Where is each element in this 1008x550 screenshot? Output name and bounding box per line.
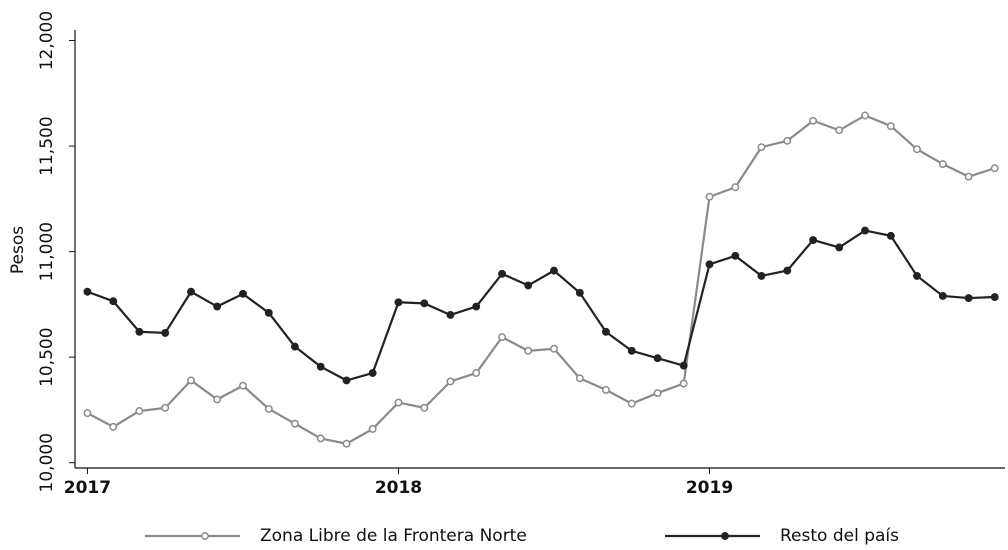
point	[886, 231, 895, 240]
y-tick-label: 10,000	[37, 433, 57, 492]
point	[213, 302, 222, 311]
point	[627, 399, 636, 408]
point	[135, 407, 144, 415]
point	[264, 308, 273, 317]
point	[835, 126, 844, 135]
point	[964, 294, 973, 303]
point	[705, 192, 714, 201]
point	[83, 409, 92, 418]
legend-marker	[721, 532, 729, 540]
point	[861, 111, 869, 120]
x-tick-label: 2018	[375, 478, 422, 498]
point	[342, 376, 351, 385]
point	[575, 374, 584, 383]
point	[679, 379, 688, 388]
point	[420, 299, 429, 308]
point	[498, 333, 507, 342]
point	[213, 395, 222, 404]
point	[161, 403, 170, 412]
y-tick-label: 10,500	[37, 327, 57, 386]
point	[290, 419, 299, 428]
point	[446, 377, 455, 386]
y-tick-label: 11,000	[37, 222, 57, 281]
point	[913, 145, 921, 154]
point	[964, 172, 973, 181]
point	[239, 381, 247, 390]
point	[757, 271, 766, 280]
point	[239, 289, 247, 298]
point	[705, 260, 714, 269]
point	[783, 266, 792, 275]
point	[290, 342, 299, 351]
legend-label: Resto del país	[780, 526, 899, 546]
point	[316, 434, 325, 443]
point	[809, 116, 818, 125]
point	[109, 422, 118, 431]
point	[886, 122, 895, 130]
point	[109, 297, 118, 306]
point	[913, 271, 921, 280]
series-line	[87, 229, 995, 382]
point	[187, 376, 195, 385]
point	[187, 287, 195, 296]
point	[368, 369, 377, 377]
point	[990, 164, 999, 173]
point	[472, 302, 481, 311]
point	[575, 288, 584, 297]
point	[524, 346, 533, 355]
y-axis-label: Pesos	[8, 226, 28, 274]
point	[524, 281, 533, 290]
point	[938, 292, 947, 300]
point	[264, 404, 273, 413]
point	[757, 143, 766, 152]
point	[550, 344, 558, 353]
legend-label: Zona Libre de la Frontera Norte	[260, 526, 527, 546]
point	[342, 439, 351, 448]
point	[653, 354, 662, 363]
legend-marker	[201, 532, 209, 540]
point	[316, 362, 325, 371]
x-tick-label: 2017	[64, 478, 111, 498]
x-tick-label: 2019	[686, 478, 733, 498]
point	[601, 327, 610, 336]
point	[498, 269, 507, 278]
point	[394, 398, 403, 407]
y-tick-label: 11,500	[37, 116, 57, 175]
point	[394, 298, 403, 307]
point	[731, 183, 740, 192]
point	[731, 251, 740, 260]
point	[368, 424, 377, 433]
point	[627, 346, 636, 355]
point	[446, 311, 455, 319]
point	[938, 160, 947, 168]
point	[550, 266, 558, 275]
y-tick-label: 12,000	[37, 11, 57, 70]
point	[990, 293, 999, 301]
point	[809, 236, 818, 244]
point	[679, 361, 688, 370]
point	[472, 369, 481, 377]
point	[161, 328, 170, 337]
series-line	[86, 114, 996, 445]
point	[83, 287, 92, 296]
point	[835, 243, 844, 252]
point	[420, 403, 429, 412]
point	[783, 136, 792, 145]
point	[861, 226, 869, 235]
point	[653, 389, 662, 398]
point	[601, 385, 610, 394]
point	[135, 327, 144, 336]
